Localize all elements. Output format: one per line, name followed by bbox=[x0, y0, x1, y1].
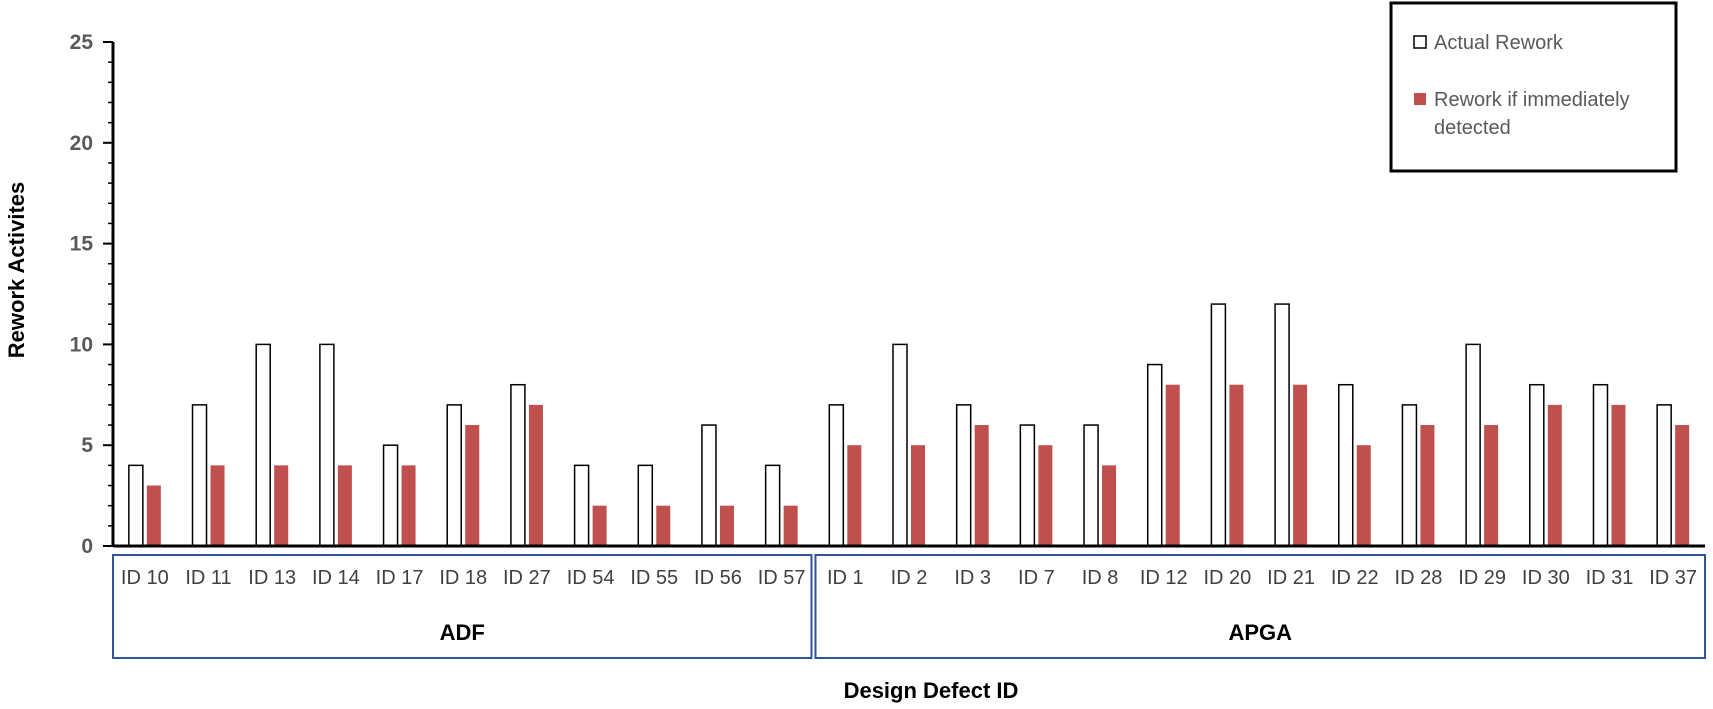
legend-label-line-2: detected bbox=[1434, 117, 1511, 139]
y-tick-label: 25 bbox=[70, 31, 94, 54]
legend: Actual Rework Rework if immediately dete… bbox=[1389, 1, 1678, 173]
bar-actual-rework-id-55 bbox=[637, 464, 654, 547]
x-tick-label: ID 3 bbox=[954, 567, 991, 589]
legend-label-actual-rework: Actual Rework bbox=[1434, 32, 1564, 54]
x-tick-label: ID 2 bbox=[891, 567, 928, 589]
bar-rework-immediate-id-30 bbox=[1547, 404, 1562, 546]
bar-actual-rework-id-37 bbox=[1656, 404, 1672, 547]
x-tick-label: ID 22 bbox=[1331, 567, 1379, 589]
bar-rework-immediate-id-22 bbox=[1356, 445, 1371, 546]
x-tick-label: ID 20 bbox=[1203, 567, 1251, 589]
bar-actual-rework-id-18 bbox=[446, 404, 462, 547]
bar-rework-immediate-id-17 bbox=[401, 465, 416, 546]
group-box-adf bbox=[112, 554, 813, 659]
x-tick-label: ID 56 bbox=[694, 567, 742, 589]
bar-actual-rework-id-27 bbox=[510, 383, 526, 547]
bar-actual-rework-id-54 bbox=[573, 464, 590, 547]
group-box-apga bbox=[814, 554, 1706, 659]
x-tick-label: ID 14 bbox=[312, 567, 360, 589]
bar-actual-rework-id-56 bbox=[701, 424, 717, 547]
bar-actual-rework-id-31 bbox=[1592, 383, 1609, 547]
bar-rework-immediate-id-27 bbox=[528, 404, 543, 546]
y-tick-label: 15 bbox=[70, 233, 94, 256]
x-tick-label: ID 21 bbox=[1267, 567, 1315, 589]
bar-rework-immediate-id-18 bbox=[465, 425, 480, 546]
bar-rework-immediate-id-54 bbox=[592, 505, 607, 546]
legend-box bbox=[1389, 1, 1678, 173]
x-tick-label: ID 28 bbox=[1395, 567, 1443, 589]
bar-rework-immediate-id-56 bbox=[719, 505, 734, 546]
x-tick-label: ID 12 bbox=[1140, 567, 1188, 589]
bar-rework-immediate-id-8 bbox=[1102, 465, 1117, 546]
bar-rework-immediate-id-20 bbox=[1229, 384, 1244, 546]
bar-rework-immediate-id-29 bbox=[1484, 425, 1499, 546]
bar-actual-rework-id-20 bbox=[1210, 303, 1227, 547]
bar-rework-immediate-id-28 bbox=[1420, 425, 1435, 546]
bar-actual-rework-id-1 bbox=[828, 404, 845, 547]
bar-actual-rework-id-28 bbox=[1401, 404, 1418, 547]
bar-rework-immediate-id-21 bbox=[1293, 384, 1308, 546]
bar-actual-rework-id-12 bbox=[1146, 363, 1163, 547]
x-tick-label: ID 10 bbox=[121, 567, 169, 589]
y-tick-label: 10 bbox=[70, 333, 93, 356]
x-tick-label: ID 54 bbox=[567, 567, 615, 589]
x-tick-label: ID 17 bbox=[376, 567, 424, 589]
bar-rework-immediate-id-3 bbox=[974, 425, 989, 546]
x-tick-label: ID 13 bbox=[248, 567, 296, 589]
bar-actual-rework-id-14 bbox=[319, 343, 335, 547]
bar-actual-rework-id-21 bbox=[1274, 303, 1290, 547]
x-tick-label: ID 27 bbox=[503, 567, 551, 589]
bar-rework-immediate-id-7 bbox=[1038, 445, 1053, 546]
bar-actual-rework-id-29 bbox=[1465, 343, 1481, 547]
x-tick-label: ID 1 bbox=[827, 567, 864, 589]
bar-actual-rework-id-7 bbox=[1019, 424, 1036, 547]
bar-rework-immediate-id-14 bbox=[337, 465, 352, 546]
legend-swatch-rework-immediate bbox=[1414, 93, 1426, 105]
x-tick-label: ID 7 bbox=[1018, 567, 1055, 589]
bar-actual-rework-id-13 bbox=[255, 343, 271, 547]
y-tick-label: 20 bbox=[70, 132, 93, 155]
x-tick-label: ID 30 bbox=[1522, 567, 1570, 589]
legend-swatch-actual-rework bbox=[1413, 35, 1427, 49]
bar-actual-rework-id-17 bbox=[382, 444, 399, 547]
x-tick-label: ID 11 bbox=[185, 567, 231, 589]
bar-actual-rework-id-10 bbox=[128, 464, 144, 547]
bar-actual-rework-id-30 bbox=[1529, 383, 1545, 547]
bar-actual-rework-id-57 bbox=[764, 464, 781, 547]
x-tick-label: ID 8 bbox=[1082, 567, 1119, 589]
x-axis-title: Design Defect ID bbox=[844, 678, 1019, 703]
bar-rework-immediate-id-13 bbox=[274, 465, 289, 546]
x-tick-label: ID 55 bbox=[630, 567, 678, 589]
bar-rework-immediate-id-31 bbox=[1611, 404, 1626, 546]
x-tick-label: ID 37 bbox=[1649, 567, 1697, 589]
x-tick-label: ID 18 bbox=[439, 567, 487, 589]
plot-area: 0 5 10 15 20 25 ADF APGA ID 10 ID 11 ID 13 ID 14 ID … bbox=[70, 31, 1706, 659]
bar-rework-immediate-id-57 bbox=[783, 505, 798, 546]
x-tick-label: ID 31 bbox=[1586, 567, 1634, 589]
bar-actual-rework-id-2 bbox=[892, 343, 908, 547]
y-axis-title: Rework Activites bbox=[4, 182, 29, 358]
bar-actual-rework-id-22 bbox=[1338, 383, 1354, 547]
bar-rework-immediate-id-37 bbox=[1675, 425, 1690, 546]
group-label-adf: ADF bbox=[440, 620, 485, 645]
y-tick-label: 5 bbox=[81, 434, 93, 457]
bar-rework-immediate-id-12 bbox=[1165, 384, 1180, 546]
y-tick-label: 0 bbox=[81, 535, 93, 558]
bar-rework-immediate-id-55 bbox=[656, 505, 671, 546]
legend-label-rework-immediate: Rework if immediately detected bbox=[1434, 89, 1635, 139]
bar-actual-rework-id-3 bbox=[955, 404, 972, 547]
bar-rework-immediate-id-1 bbox=[847, 445, 862, 546]
bar-rework-immediate-id-2 bbox=[911, 445, 925, 546]
bar-actual-rework-id-11 bbox=[191, 404, 208, 547]
bar-actual-rework-id-8 bbox=[1083, 424, 1099, 547]
group-label-apga: APGA bbox=[1228, 620, 1292, 645]
bar-rework-immediate-id-11 bbox=[210, 465, 225, 546]
x-tick-label: ID 29 bbox=[1458, 567, 1506, 589]
legend-label-line-1: Rework if immediately bbox=[1434, 89, 1630, 111]
bar-rework-immediate-id-10 bbox=[146, 485, 161, 546]
x-tick-label: ID 57 bbox=[758, 567, 806, 589]
